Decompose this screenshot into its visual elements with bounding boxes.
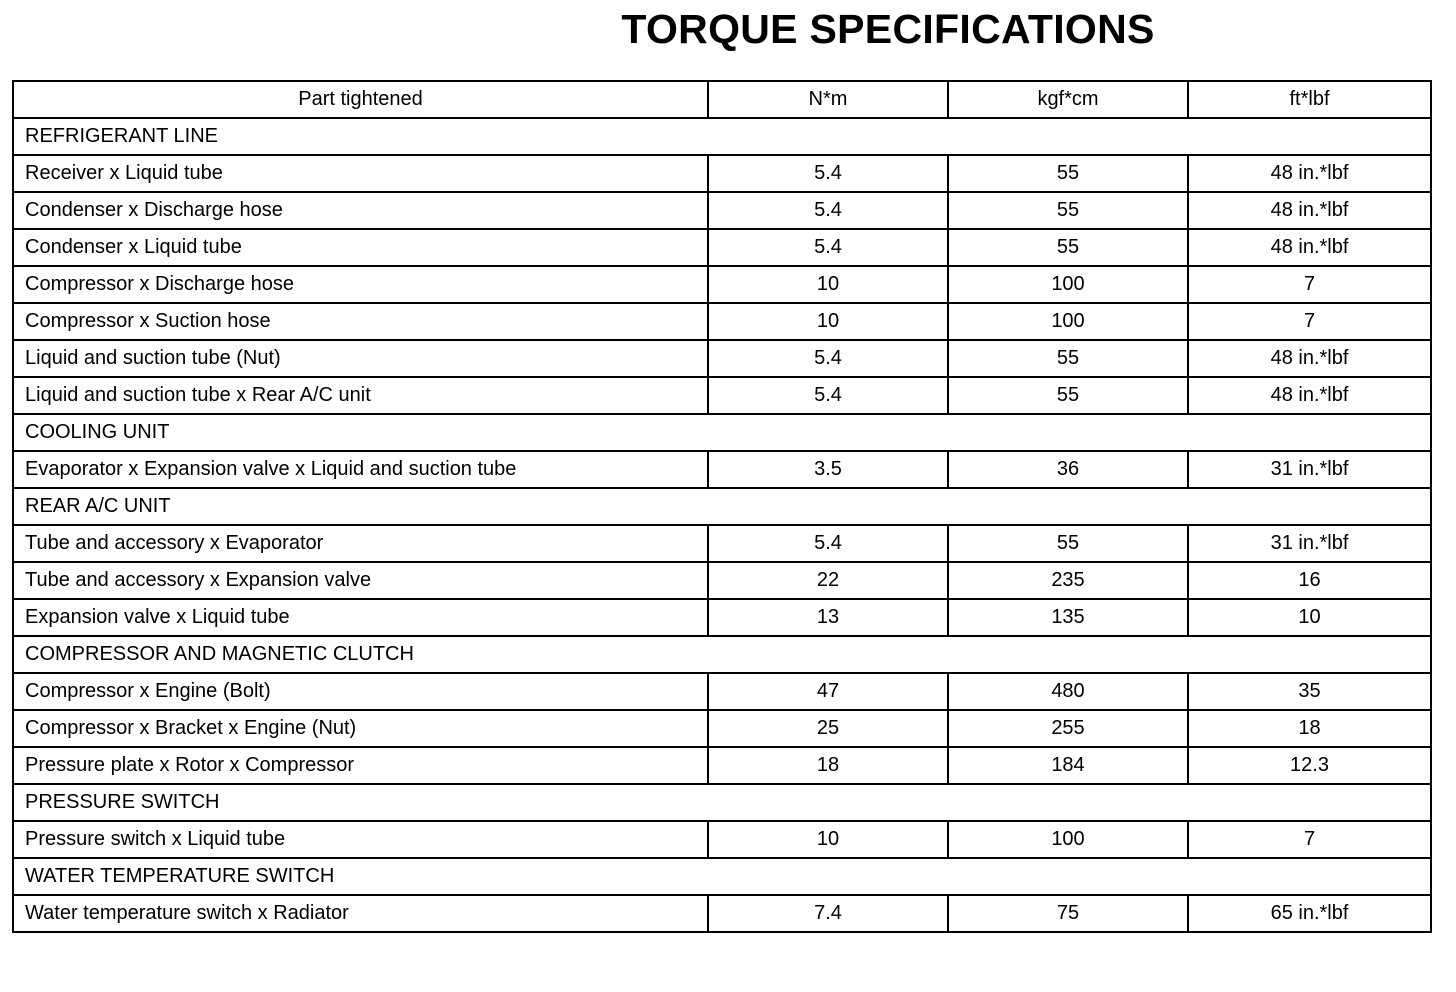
ftlbf-cell: 16 (1187, 561, 1432, 600)
part-cell: Liquid and suction tube x Rear A/C unit (12, 376, 709, 415)
kgfcm-cell: 55 (947, 339, 1189, 378)
table-row: Pressure plate x Rotor x Compressor 18 184… (12, 746, 1432, 785)
kgfcm-cell: 100 (947, 302, 1189, 341)
part-cell: Pressure switch x Liquid tube (12, 820, 709, 859)
section-title: WATER TEMPERATURE SWITCH (12, 857, 1432, 896)
table-row: Pressure switch x Liquid tube 10 100 7 (12, 820, 1432, 859)
table-row: Liquid and suction tube x Rear A/C unit 5… (12, 376, 1432, 415)
table-header-row: Part tightened N*m kgf*cm ft*lbf (12, 80, 1432, 119)
section-title: REAR A/C UNIT (12, 487, 1432, 526)
kgfcm-cell: 55 (947, 154, 1189, 193)
part-cell: Compressor x Discharge hose (12, 265, 709, 304)
section-row: COMPRESSOR AND MAGNETIC CLUTCH (12, 635, 1432, 674)
table-row: Compressor x Discharge hose 10 100 7 (12, 265, 1432, 304)
part-cell: Tube and accessory x Evaporator (12, 524, 709, 563)
section-row: WATER TEMPERATURE SWITCH (12, 857, 1432, 896)
nm-cell: 5.4 (707, 228, 949, 267)
kgfcm-cell: 55 (947, 524, 1189, 563)
nm-cell: 5.4 (707, 339, 949, 378)
section-row: COOLING UNIT (12, 413, 1432, 452)
ftlbf-cell: 48 in.*lbf (1187, 228, 1432, 267)
part-cell: Liquid and suction tube (Nut) (12, 339, 709, 378)
section-row: REAR A/C UNIT (12, 487, 1432, 526)
ftlbf-cell: 31 in.*lbf (1187, 450, 1432, 489)
kgfcm-cell: 100 (947, 265, 1189, 304)
part-cell: Evaporator x Expansion valve x Liquid an… (12, 450, 709, 489)
part-cell: Condenser x Discharge hose (12, 191, 709, 230)
ftlbf-cell: 31 in.*lbf (1187, 524, 1432, 563)
ftlbf-cell: 35 (1187, 672, 1432, 711)
table-row: Expansion valve x Liquid tube 13 135 10 (12, 598, 1432, 637)
table-row: Receiver x Liquid tube 5.4 55 48 in.*lbf (12, 154, 1432, 193)
nm-cell: 13 (707, 598, 949, 637)
page-title: TORQUE SPECIFICATIONS (621, 6, 1155, 52)
header-nm: N*m (707, 80, 949, 119)
torque-table: Part tightened N*m kgf*cm ft*lbf REFRIGE… (12, 80, 1432, 933)
section-title: COMPRESSOR AND MAGNETIC CLUTCH (12, 635, 1432, 674)
section-row: REFRIGERANT LINE (12, 117, 1432, 156)
nm-cell: 5.4 (707, 524, 949, 563)
ftlbf-cell: 7 (1187, 820, 1432, 859)
nm-cell: 18 (707, 746, 949, 785)
table-row: Evaporator x Expansion valve x Liquid an… (12, 450, 1432, 489)
table-row: Compressor x Suction hose 10 100 7 (12, 302, 1432, 341)
part-cell: Compressor x Bracket x Engine (Nut) (12, 709, 709, 748)
part-cell: Receiver x Liquid tube (12, 154, 709, 193)
section-title: PRESSURE SWITCH (12, 783, 1432, 822)
part-cell: Compressor x Engine (Bolt) (12, 672, 709, 711)
kgfcm-cell: 55 (947, 228, 1189, 267)
ftlbf-cell: 10 (1187, 598, 1432, 637)
table-row: Liquid and suction tube (Nut) 5.4 55 48 in.… (12, 339, 1432, 378)
section-title: COOLING UNIT (12, 413, 1432, 452)
ftlbf-cell: 7 (1187, 302, 1432, 341)
nm-cell: 10 (707, 302, 949, 341)
table-row: Condenser x Discharge hose 5.4 55 48 in.*lb… (12, 191, 1432, 230)
nm-cell: 7.4 (707, 894, 949, 933)
ftlbf-cell: 65 in.*lbf (1187, 894, 1432, 933)
section-row: PRESSURE SWITCH (12, 783, 1432, 822)
nm-cell: 5.4 (707, 191, 949, 230)
kgfcm-cell: 255 (947, 709, 1189, 748)
nm-cell: 47 (707, 672, 949, 711)
ftlbf-cell: 48 in.*lbf (1187, 191, 1432, 230)
table-row: Water temperature switch x Radiator 7.4 75… (12, 894, 1432, 933)
nm-cell: 5.4 (707, 376, 949, 415)
kgfcm-cell: 100 (947, 820, 1189, 859)
table-row: Tube and accessory x Evaporator 5.4 55 31 i… (12, 524, 1432, 563)
kgfcm-cell: 36 (947, 450, 1189, 489)
nm-cell: 5.4 (707, 154, 949, 193)
header-part: Part tightened (12, 80, 709, 119)
ftlbf-cell: 7 (1187, 265, 1432, 304)
kgfcm-cell: 480 (947, 672, 1189, 711)
part-cell: Water temperature switch x Radiator (12, 894, 709, 933)
ftlbf-cell: 18 (1187, 709, 1432, 748)
part-cell: Expansion valve x Liquid tube (12, 598, 709, 637)
nm-cell: 3.5 (707, 450, 949, 489)
part-cell: Pressure plate x Rotor x Compressor (12, 746, 709, 785)
kgfcm-cell: 75 (947, 894, 1189, 933)
header-ftlbf: ft*lbf (1187, 80, 1432, 119)
part-cell: Compressor x Suction hose (12, 302, 709, 341)
kgfcm-cell: 235 (947, 561, 1189, 600)
header-kgfcm: kgf*cm (947, 80, 1189, 119)
table-row: Compressor x Engine (Bolt) 47 480 35 (12, 672, 1432, 711)
nm-cell: 25 (707, 709, 949, 748)
part-cell: Condenser x Liquid tube (12, 228, 709, 267)
table-row: Compressor x Bracket x Engine (Nut) 25 255… (12, 709, 1432, 748)
table-row: Condenser x Liquid tube 5.4 55 48 in.*lbf (12, 228, 1432, 267)
nm-cell: 10 (707, 820, 949, 859)
kgfcm-cell: 135 (947, 598, 1189, 637)
kgfcm-cell: 55 (947, 191, 1189, 230)
nm-cell: 22 (707, 561, 949, 600)
nm-cell: 10 (707, 265, 949, 304)
table-row: Tube and accessory x Expansion valve 22 23… (12, 561, 1432, 600)
ftlbf-cell: 48 in.*lbf (1187, 376, 1432, 415)
ftlbf-cell: 48 in.*lbf (1187, 154, 1432, 193)
kgfcm-cell: 55 (947, 376, 1189, 415)
ftlbf-cell: 48 in.*lbf (1187, 339, 1432, 378)
kgfcm-cell: 184 (947, 746, 1189, 785)
section-title: REFRIGERANT LINE (12, 117, 1432, 156)
ftlbf-cell: 12.3 (1187, 746, 1432, 785)
part-cell: Tube and accessory x Expansion valve (12, 561, 709, 600)
